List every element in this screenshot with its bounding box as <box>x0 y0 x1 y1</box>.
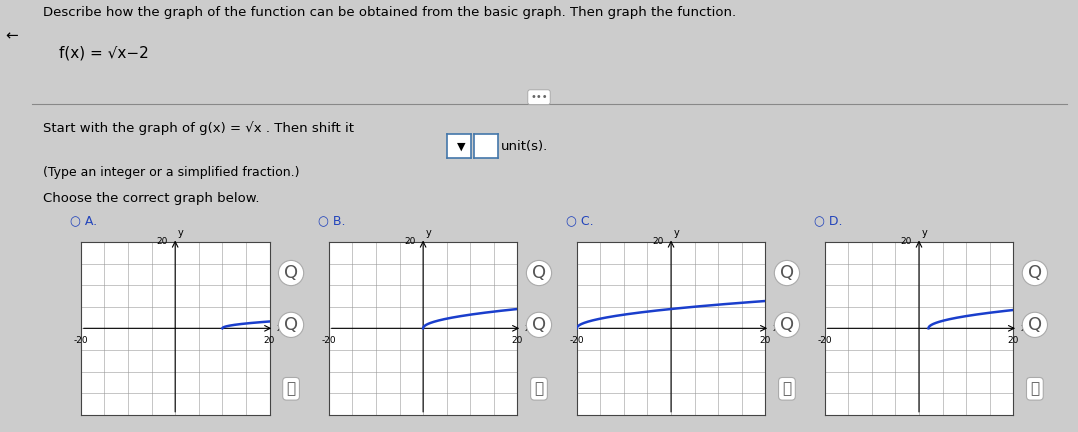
Text: x: x <box>773 323 778 334</box>
Text: ⧉: ⧉ <box>535 381 543 396</box>
Text: x: x <box>1021 323 1026 334</box>
Text: y: y <box>426 228 431 238</box>
Text: Q: Q <box>531 316 547 334</box>
Text: Describe how the graph of the function can be obtained from the basic graph. The: Describe how the graph of the function c… <box>43 6 736 19</box>
Text: Start with the graph of g(x) = √x . Then shift it: Start with the graph of g(x) = √x . Then… <box>43 121 354 135</box>
Text: -20: -20 <box>321 336 336 345</box>
Text: ○ B.: ○ B. <box>318 214 346 227</box>
Text: -20: -20 <box>73 336 88 345</box>
Text: 20: 20 <box>1008 336 1019 345</box>
Text: ○ D.: ○ D. <box>814 214 842 227</box>
Text: 20: 20 <box>512 336 523 345</box>
Text: ▼: ▼ <box>457 142 466 152</box>
Text: y: y <box>922 228 927 238</box>
Text: Choose the correct graph below.: Choose the correct graph below. <box>43 192 260 205</box>
Text: Q: Q <box>284 264 299 282</box>
Text: ←: ← <box>5 28 18 43</box>
Text: ⧉: ⧉ <box>1031 381 1039 396</box>
Text: y: y <box>178 228 183 238</box>
Text: Q: Q <box>1027 264 1042 282</box>
Text: 20: 20 <box>264 336 275 345</box>
Text: Q: Q <box>779 316 794 334</box>
Text: Q: Q <box>284 316 299 334</box>
Text: unit(s).: unit(s). <box>501 140 549 152</box>
Text: y: y <box>674 228 679 238</box>
Text: Q: Q <box>1027 316 1042 334</box>
Text: 20: 20 <box>760 336 771 345</box>
Text: 20: 20 <box>652 238 664 246</box>
Text: ○ A.: ○ A. <box>70 214 97 227</box>
Text: x: x <box>525 323 530 334</box>
Text: Q: Q <box>779 264 794 282</box>
Text: Q: Q <box>531 264 547 282</box>
Text: x: x <box>277 323 282 334</box>
Text: ⧉: ⧉ <box>783 381 791 396</box>
Text: -20: -20 <box>569 336 584 345</box>
Text: 20: 20 <box>156 238 168 246</box>
Text: -20: -20 <box>817 336 832 345</box>
Text: 20: 20 <box>900 238 912 246</box>
Text: ○ C.: ○ C. <box>566 214 594 227</box>
Text: •••: ••• <box>530 92 548 102</box>
Text: f(x) = √x−2: f(x) = √x−2 <box>59 45 149 60</box>
Text: 20: 20 <box>404 238 416 246</box>
Text: (Type an integer or a simplified fraction.): (Type an integer or a simplified fractio… <box>43 166 300 179</box>
Text: ⧉: ⧉ <box>287 381 295 396</box>
